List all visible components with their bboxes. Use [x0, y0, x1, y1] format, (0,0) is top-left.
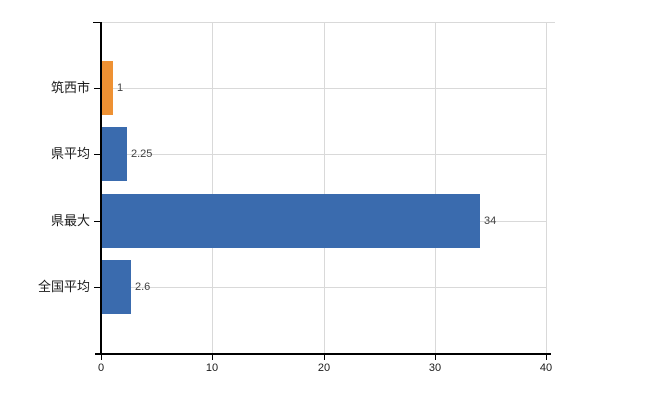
x-axis-tick-label: 20 [317, 362, 331, 374]
vertical-gridline [212, 22, 213, 353]
category-label: 全国平均 [37, 279, 90, 294]
category-label: 県最大 [50, 213, 90, 228]
x-axis-tick [435, 355, 436, 360]
x-axis-tick-label: 40 [539, 362, 553, 374]
vertical-gridline [546, 22, 547, 353]
category-label: 県平均 [50, 146, 90, 161]
bar-4 [102, 260, 131, 314]
x-axis-tick-label: 10 [205, 362, 219, 374]
plot-top-border [101, 22, 555, 23]
bar-value-label: 34 [484, 215, 497, 227]
x-axis-line [95, 353, 551, 355]
x-axis-tick [212, 355, 213, 360]
x-axis-tick-label: 30 [428, 362, 442, 374]
category-label: 筑西市 [50, 80, 90, 95]
horizontal-gridline [101, 88, 546, 89]
vertical-gridline [435, 22, 436, 353]
x-axis-tick [101, 355, 102, 360]
bar-3 [102, 194, 480, 248]
bar-2 [102, 127, 127, 181]
x-axis-tick-label: 0 [97, 362, 105, 374]
bar-value-label: 2.25 [131, 148, 153, 160]
horizontal-gridline [101, 154, 546, 155]
y-axis-tick [94, 154, 101, 155]
horizontal-gridline [101, 287, 546, 288]
y-axis-line [100, 22, 102, 354]
bar-value-label: 1 [117, 82, 124, 94]
x-axis-tick [546, 355, 547, 360]
bar-value-label: 2.6 [135, 281, 151, 293]
y-axis-top-tick [93, 22, 101, 23]
y-axis-tick [94, 221, 101, 222]
y-axis-tick [94, 287, 101, 288]
vertical-gridline [324, 22, 325, 353]
x-axis-tick [324, 355, 325, 360]
bar-1 [102, 61, 113, 115]
y-axis-tick [94, 88, 101, 89]
